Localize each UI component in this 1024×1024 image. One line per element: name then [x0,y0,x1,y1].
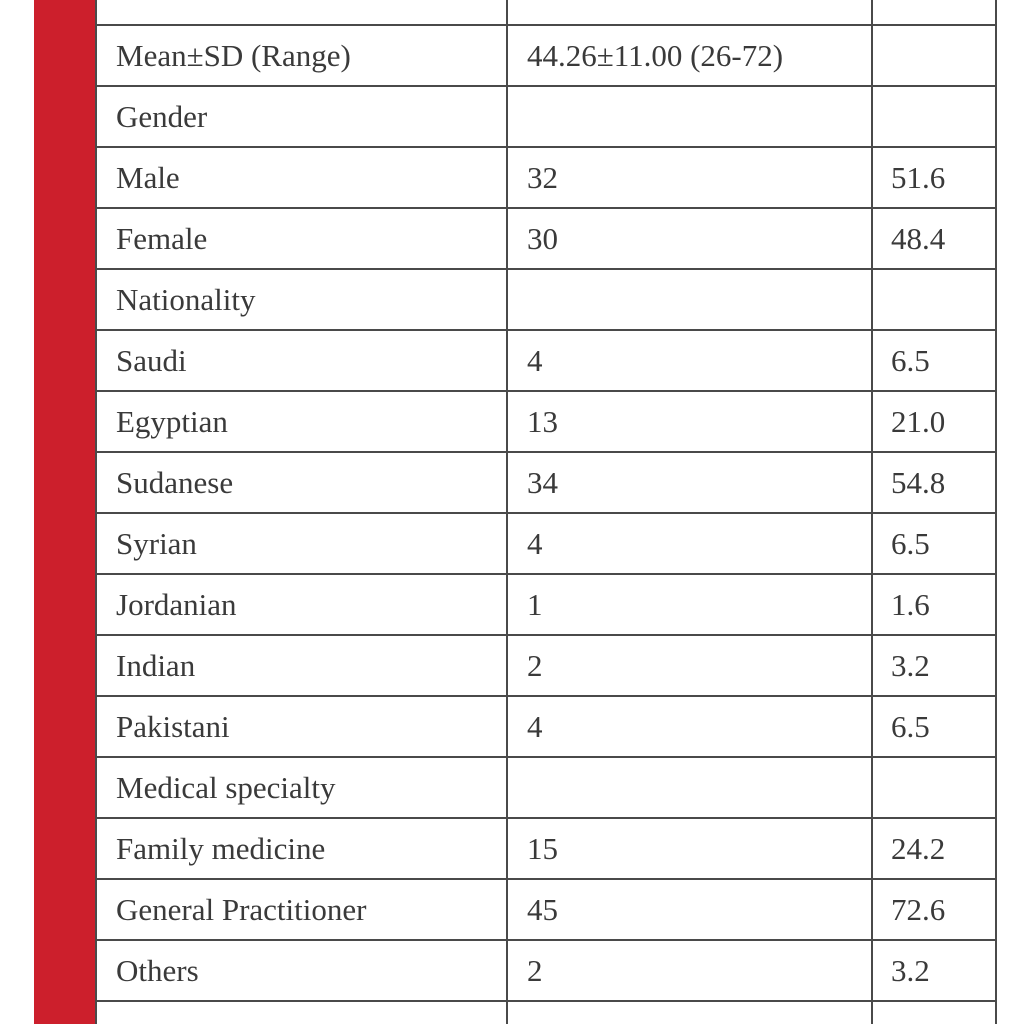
row-label-cell: Family medicine [95,817,508,880]
count-cell: 34 [506,451,873,514]
table-row: Syrian 4 6.5 [95,512,997,575]
count-cell: 4 [506,512,873,575]
row-label-cell: Gender [95,85,508,148]
percent-cell: 24.2 [871,817,997,880]
table-row: Pakistani 4 6.5 [95,695,997,758]
percent-cell: 6.5 [871,512,997,575]
table-row: Medical specialty [95,756,997,819]
percent-cell: 48.4 [871,207,997,270]
count-cell: 1 [506,573,873,636]
percent-cell [871,1000,997,1024]
percent-cell: 3.2 [871,939,997,1002]
row-label-cell: Indian [95,634,508,697]
table-row: Mean±SD (Range) 44.26±11.00 (26-72) [95,24,997,87]
row-label-cell: Others [95,939,508,1002]
row-label-cell: Mean±SD (Range) [95,24,508,87]
percent-cell [871,268,997,331]
count-cell: 2 [506,939,873,1002]
count-cell: 32 [506,146,873,209]
table-container: Mean±SD (Range) 44.26±11.00 (26-72) Gender… [95,0,997,1024]
count-cell: 15 [506,817,873,880]
percent-cell: 72.6 [871,878,997,941]
table-row: Female 30 48.4 [95,207,997,270]
count-cell: 30 [506,207,873,270]
row-label-cell: Medical specialty [95,756,508,819]
percent-cell: 6.5 [871,695,997,758]
table-row: Sudanese 34 54.8 [95,451,997,514]
percent-cell: 51.6 [871,146,997,209]
row-label-cell: Female [95,207,508,270]
row-label-cell: Nationality [95,268,508,331]
table-row: Jordanian 1 1.6 [95,573,997,636]
table-row [95,1000,997,1024]
row-label-cell: General Practitioner [95,878,508,941]
percent-cell [871,24,997,87]
percent-cell [871,0,997,26]
row-label-cell: Saudi [95,329,508,392]
left-margin [0,0,34,1024]
row-label-cell [95,0,508,26]
count-cell [506,1000,873,1024]
count-cell: 2 [506,634,873,697]
row-label-cell: Pakistani [95,695,508,758]
table-row: Nationality [95,268,997,331]
table-row: Saudi 4 6.5 [95,329,997,392]
table-row: Indian 2 3.2 [95,634,997,697]
count-cell [506,756,873,819]
table-row: General Practitioner 45 72.6 [95,878,997,941]
count-cell: 13 [506,390,873,453]
count-cell [506,0,873,26]
row-label-cell: Syrian [95,512,508,575]
row-label-cell: Egyptian [95,390,508,453]
table-row [95,0,997,26]
accent-bar [34,0,95,1024]
percent-cell: 6.5 [871,329,997,392]
row-label-cell: Male [95,146,508,209]
percent-cell: 1.6 [871,573,997,636]
row-label-cell: Jordanian [95,573,508,636]
count-cell [506,85,873,148]
table-row: Gender [95,85,997,148]
percent-cell: 54.8 [871,451,997,514]
count-cell [506,268,873,331]
count-cell: 4 [506,695,873,758]
row-label-cell: Sudanese [95,451,508,514]
table-row: Egyptian 13 21.0 [95,390,997,453]
count-cell: 44.26±11.00 (26-72) [506,24,873,87]
percent-cell: 21.0 [871,390,997,453]
table-body: Mean±SD (Range) 44.26±11.00 (26-72) Gender… [95,0,997,1024]
percent-cell: 3.2 [871,634,997,697]
demographics-table: Mean±SD (Range) 44.26±11.00 (26-72) Gender… [95,0,997,1024]
count-cell: 4 [506,329,873,392]
percent-cell [871,85,997,148]
table-row: Male 32 51.6 [95,146,997,209]
count-cell: 45 [506,878,873,941]
table-row: Family medicine 15 24.2 [95,817,997,880]
right-margin [995,0,1024,1024]
table-row: Others 2 3.2 [95,939,997,1002]
percent-cell [871,756,997,819]
row-label-cell [95,1000,508,1024]
